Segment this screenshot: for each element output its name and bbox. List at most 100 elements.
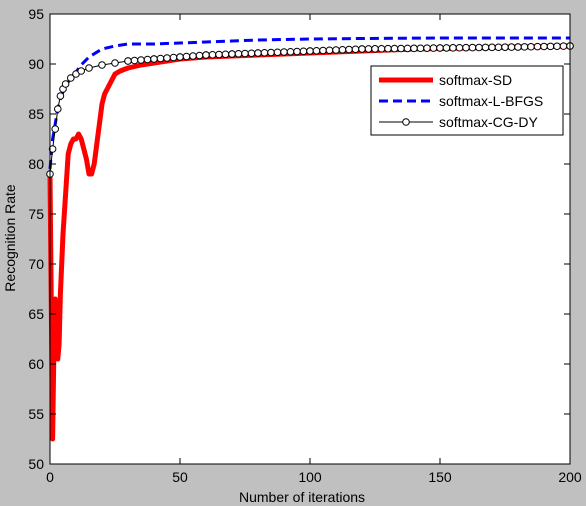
series-marker <box>442 44 451 52</box>
series-marker <box>410 44 418 53</box>
series-marker <box>48 145 57 153</box>
y-tick-label: 85 <box>28 106 44 122</box>
series-marker <box>260 48 269 57</box>
x-tick-label: 0 <box>46 469 54 485</box>
series-marker <box>156 54 165 63</box>
series-marker <box>221 50 230 59</box>
series-marker <box>280 48 288 56</box>
series-marker <box>507 43 516 51</box>
series-marker <box>85 64 93 72</box>
series-marker <box>533 42 542 51</box>
axes <box>49 13 571 465</box>
series-marker <box>176 53 184 61</box>
series-marker <box>390 44 399 53</box>
y-tick-label: 70 <box>28 256 44 272</box>
x-axis-label: Number of iterations <box>239 489 365 505</box>
series-marker <box>67 74 75 82</box>
series-marker <box>553 42 561 51</box>
y-tick-label: 50 <box>28 456 44 472</box>
series-marker <box>319 46 327 55</box>
series-marker <box>332 46 340 54</box>
series-marker <box>364 45 373 53</box>
series-marker <box>247 49 256 58</box>
series-marker <box>137 56 145 64</box>
series-marker <box>468 43 477 52</box>
series-marker <box>169 53 178 62</box>
series-marker <box>423 44 431 52</box>
series-marker <box>527 42 535 51</box>
legend-label: softmax-SD <box>439 72 512 88</box>
series-marker <box>293 47 301 56</box>
series-marker <box>228 50 236 58</box>
series-marker <box>150 55 158 63</box>
y-tick-label: 60 <box>28 356 44 372</box>
legend-marker <box>402 118 410 126</box>
series-marker <box>397 44 405 53</box>
series-marker <box>345 45 353 54</box>
series-line-1 <box>48 36 570 170</box>
legend-label: softmax-L-BFGS <box>439 93 543 109</box>
series-marker <box>416 44 425 53</box>
series-marker <box>182 52 191 61</box>
series-marker <box>559 42 568 50</box>
series-marker <box>189 52 197 60</box>
series-marker <box>312 46 321 55</box>
series-marker <box>273 48 282 57</box>
series-marker <box>358 45 366 53</box>
series-marker <box>286 47 295 56</box>
series-marker <box>325 46 334 55</box>
series-marker <box>488 43 496 52</box>
series-marker <box>163 54 171 62</box>
series-marker <box>267 48 275 57</box>
legend-label: softmax-CG-DY <box>439 114 538 130</box>
series-marker <box>98 61 106 69</box>
y-axis-label: Recognition Rate <box>2 184 18 292</box>
series-marker <box>77 67 85 75</box>
series-marker <box>494 43 503 52</box>
y-tick-label: 95 <box>28 6 44 22</box>
x-tick-label: 150 <box>428 469 452 485</box>
series-marker <box>299 47 308 56</box>
series-marker <box>351 45 360 54</box>
series-marker <box>514 43 522 51</box>
series-marker <box>241 49 249 58</box>
series-marker <box>481 43 490 52</box>
series-marker <box>195 51 204 60</box>
series-marker <box>143 55 152 64</box>
series-marker <box>124 57 132 65</box>
legend: softmax-SD softmax-L-BFGS softmax-CG-DY <box>370 65 564 136</box>
series-marker <box>130 56 139 65</box>
series-marker <box>449 44 457 52</box>
series-marker <box>377 44 386 53</box>
series-marker <box>56 92 65 100</box>
y-tick-label: 65 <box>28 306 44 322</box>
series-marker <box>202 51 210 59</box>
series-marker <box>111 59 119 67</box>
x-tick-label: 50 <box>172 469 188 485</box>
series-marker <box>520 43 529 51</box>
series-marker <box>429 44 438 52</box>
series-marker <box>234 49 243 58</box>
series-marker <box>462 43 470 52</box>
series-marker <box>54 105 62 113</box>
series-marker <box>384 44 392 53</box>
y-tick-label: 55 <box>28 406 44 422</box>
y-tick-label: 75 <box>28 206 44 222</box>
series-lines <box>46 36 574 442</box>
y-tick-label: 90 <box>28 56 44 72</box>
series-marker <box>455 43 464 52</box>
series-marker <box>61 80 70 88</box>
series-marker <box>546 42 555 51</box>
x-tick-label: 100 <box>298 469 322 485</box>
series-marker <box>540 42 548 51</box>
x-tick-label: 200 <box>558 469 582 485</box>
series-marker <box>501 43 509 51</box>
series-marker <box>254 49 262 57</box>
series-marker <box>215 50 223 59</box>
series-marker <box>475 43 483 52</box>
series-marker <box>208 50 217 59</box>
series-marker <box>306 47 314 55</box>
series-marker <box>436 44 444 52</box>
